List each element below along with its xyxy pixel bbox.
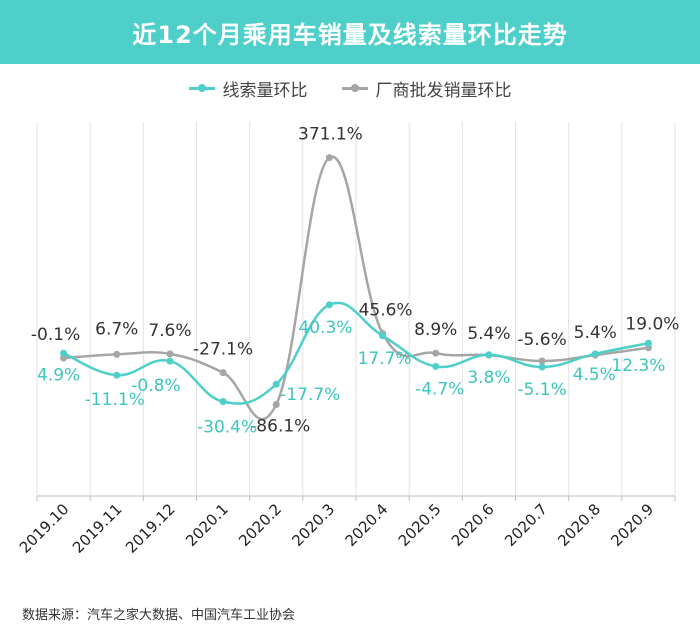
data-label-wholesale: -86.1%: [250, 416, 310, 436]
x-tick-label: 2020.4: [342, 500, 392, 550]
data-point-leads: [379, 332, 387, 340]
data-label-leads: 12.3%: [611, 356, 665, 376]
data-point-leads: [591, 350, 599, 358]
data-label-leads: -11.1%: [85, 390, 145, 410]
title-bar: 近12个月乘用车销量及线索量环比走势: [0, 0, 700, 64]
data-point-wholesale: [166, 350, 174, 358]
data-point-leads: [485, 351, 493, 359]
data-point-wholesale: [219, 369, 227, 377]
data-label-leads: 4.5%: [573, 365, 616, 385]
data-label-leads: -17.7%: [280, 385, 340, 405]
data-label-wholesale: 6.7%: [95, 319, 138, 339]
series-line-wholesale: [63, 155, 649, 421]
data-point-wholesale: [272, 400, 280, 408]
x-tick-label: 2020.2: [235, 500, 285, 550]
data-source: 数据来源：汽车之家大数据、中国汽车工业协会: [22, 608, 296, 623]
data-label-wholesale: 7.6%: [148, 321, 191, 341]
x-tick-label: 2020.3: [288, 500, 338, 550]
legend-swatch-leads: [188, 84, 215, 92]
data-point-leads: [538, 363, 546, 371]
legend-item-wholesale: 厂商批发销量环比: [341, 76, 512, 101]
data-label-leads: -30.4%: [197, 418, 257, 438]
x-tick-label: 2020.1: [182, 500, 232, 550]
x-tick-label: 2019.12: [122, 500, 179, 557]
legend-swatch-wholesale: [341, 84, 368, 92]
chart-title: 近12个月乘用车销量及线索量环比走势: [132, 20, 568, 49]
data-point-wholesale: [113, 350, 121, 358]
data-label-wholesale: 5.4%: [467, 324, 510, 344]
x-tick-label: 2020.7: [501, 500, 551, 550]
data-label-wholesale: 8.9%: [414, 320, 457, 340]
legend: 线索量环比 厂商批发销量环比: [0, 76, 700, 101]
x-tick-label: 2020.5: [395, 500, 445, 550]
data-point-wholesale: [538, 357, 546, 365]
data-label-leads: 3.8%: [467, 368, 510, 388]
data-point-leads: [325, 301, 333, 309]
data-point-leads: [644, 339, 652, 347]
legend-item-leads: 线索量环比: [188, 76, 308, 101]
data-point-leads: [113, 371, 121, 379]
x-tick-label: 2020.8: [554, 500, 604, 550]
data-label-wholesale: 5.4%: [574, 323, 617, 343]
data-point-wholesale: [325, 154, 333, 162]
data-label-wholesale: 19.0%: [625, 315, 679, 335]
x-tick-label: 2019.11: [69, 500, 126, 557]
x-tick-label: 2020.6: [448, 500, 498, 550]
legend-label-wholesale: 厂商批发销量环比: [375, 81, 512, 101]
x-tick-label: 2019.10: [16, 500, 73, 557]
data-point-leads: [166, 357, 174, 365]
data-label-wholesale: -5.6%: [517, 330, 566, 350]
data-point-leads: [272, 380, 280, 388]
data-label-leads: -5.1%: [517, 380, 566, 400]
data-label-leads: 17.7%: [358, 349, 412, 369]
data-point-leads: [60, 349, 68, 357]
data-label-leads: -4.7%: [415, 379, 464, 399]
data-label-leads: -0.8%: [131, 376, 180, 396]
data-point-leads: [219, 398, 227, 406]
data-label-wholesale: -27.1%: [193, 340, 253, 360]
data-label-leads: 4.9%: [37, 365, 80, 385]
data-point-leads: [432, 362, 440, 370]
data-label-wholesale: 45.6%: [359, 300, 413, 320]
legend-label-leads: 线索量环比: [222, 81, 308, 101]
data-label-leads: 40.3%: [298, 318, 352, 338]
x-tick-label: 2020.9: [607, 500, 657, 550]
data-point-wholesale: [432, 349, 440, 357]
data-label-wholesale: -0.1%: [31, 325, 80, 345]
data-label-wholesale: 371.1%: [298, 125, 363, 145]
